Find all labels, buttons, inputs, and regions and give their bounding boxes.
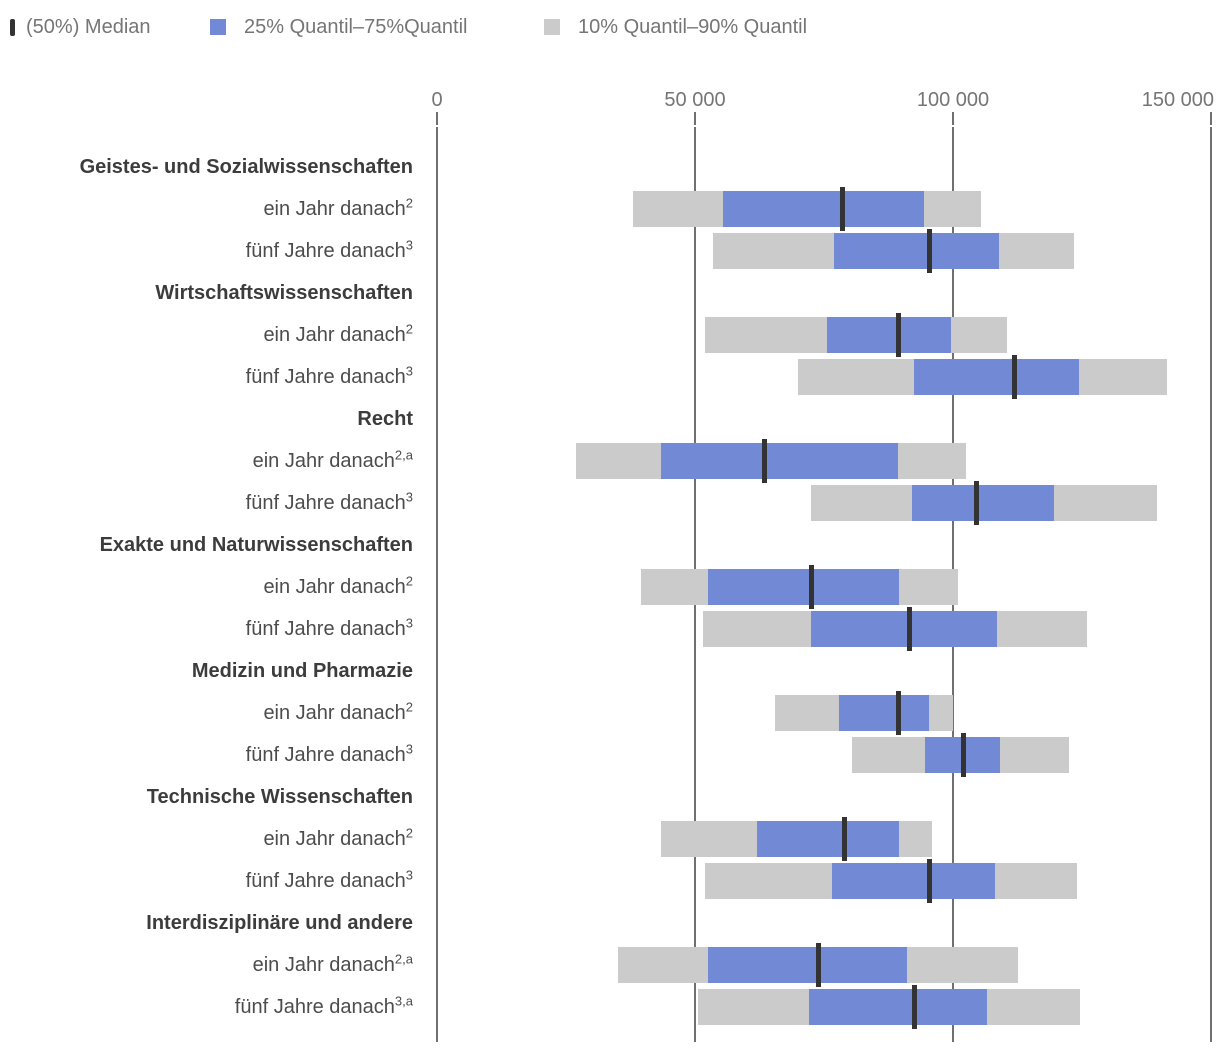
median-tick — [809, 565, 814, 609]
legend-label-iqr: 25% Quantil–75%Quantil — [244, 15, 468, 38]
category-header: Wirtschaftswissenschaften — [155, 282, 413, 304]
bar-row-label: ein Jahr danach2 — [263, 699, 413, 724]
bar-row-label: ein Jahr danach2 — [263, 573, 413, 598]
category-header: Interdisziplinäre und andere — [146, 912, 413, 934]
legend-label-decile: 10% Quantil–90% Quantil — [578, 15, 808, 38]
iqr-bar — [708, 947, 907, 983]
iqr-bar — [661, 443, 898, 479]
median-tick — [896, 313, 901, 357]
category-header: Technische Wissenschaften — [146, 786, 413, 808]
row-label-footnote: 2 — [405, 573, 413, 589]
row-label-footnote: 3 — [405, 489, 413, 505]
category-header: Medizin und Pharmazie — [191, 660, 413, 682]
median-tick — [816, 943, 821, 987]
bar-row-label: ein Jahr danach2 — [263, 321, 413, 346]
median-tick — [927, 229, 932, 273]
bar-row-label: fünf Jahre danach3 — [245, 741, 413, 766]
median-tick — [974, 481, 979, 525]
median-tick — [762, 439, 767, 483]
decile-legend-swatch — [544, 19, 560, 35]
row-label-footnote: 2 — [405, 195, 413, 211]
bar-row-label: fünf Jahre danach3 — [245, 363, 413, 388]
iqr-bar — [809, 989, 987, 1025]
row-label-footnote: 2 — [405, 321, 413, 337]
axis-tick-label: 0 — [431, 89, 443, 111]
iqr-bar — [839, 695, 929, 731]
legend-item-decile: 10% Quantil–90% Quantil — [544, 15, 807, 39]
bar-row-label: fünf Jahre danach3 — [245, 867, 413, 892]
row-label-footnote: 2,a — [394, 447, 413, 463]
gridline — [1210, 127, 1212, 1042]
row-label-footnote: 3 — [405, 363, 413, 379]
iqr-bar — [914, 359, 1079, 395]
axis-tick-label: 100 000 — [916, 89, 990, 111]
iqr-bar — [912, 485, 1054, 521]
row-label-footnote: 3 — [405, 615, 413, 631]
legend-item-median: (50%) Median — [10, 15, 151, 39]
gridline — [436, 127, 438, 1042]
bar-row-label: ein Jahr danach2 — [263, 825, 413, 850]
bar-row-label: ein Jahr danach2,a — [252, 951, 413, 976]
bar-row-label: fünf Jahre danach3,a — [234, 993, 413, 1018]
median-tick — [927, 859, 932, 903]
row-label-footnote: 3,a — [394, 993, 413, 1009]
bar-row-label: ein Jahr danach2 — [263, 195, 413, 220]
median-tick — [912, 985, 917, 1029]
iqr-bar — [811, 611, 997, 647]
median-legend-icon — [10, 18, 15, 36]
category-header: Recht — [357, 408, 413, 430]
row-label-footnote: 2 — [405, 699, 413, 715]
median-tick — [896, 691, 901, 735]
median-tick — [907, 607, 912, 651]
bar-row-label: ein Jahr danach2,a — [252, 447, 413, 472]
row-label-footnote: 2,a — [394, 951, 413, 967]
median-tick — [840, 187, 845, 231]
row-label-footnote: 2 — [405, 825, 413, 841]
axis-tick-mark — [1210, 112, 1212, 125]
row-label-footnote: 3 — [405, 237, 413, 253]
category-header: Exakte und Naturwissenschaften — [99, 534, 413, 556]
iqr-bar — [708, 569, 899, 605]
median-tick — [842, 817, 847, 861]
bar-row-label: fünf Jahre danach3 — [245, 615, 413, 640]
iqr-bar — [834, 233, 999, 269]
bar-row-label: fünf Jahre danach3 — [245, 237, 413, 262]
iqr-bar — [827, 317, 951, 353]
legend-label-median: (50%) Median — [26, 15, 151, 38]
iqr-bar — [757, 821, 899, 857]
bar-row-label: fünf Jahre danach3 — [245, 489, 413, 514]
category-header: Geistes- und Sozialwissenschaften — [79, 156, 413, 178]
axis-tick-label: 50 000 — [664, 89, 726, 111]
axis-tick-mark — [952, 112, 954, 125]
iqr-bar — [723, 191, 924, 227]
row-label-footnote: 3 — [405, 741, 413, 757]
axis-tick-mark — [436, 112, 438, 125]
row-label-footnote: 3 — [405, 867, 413, 883]
iqr-legend-swatch — [210, 19, 226, 35]
axis-tick-mark — [694, 112, 696, 125]
axis-tick-label: 150 000 — [1141, 89, 1214, 111]
median-tick — [1012, 355, 1017, 399]
legend-item-iqr: 25% Quantil–75%Quantil — [210, 15, 467, 39]
median-tick — [961, 733, 966, 777]
iqr-bar — [832, 863, 995, 899]
